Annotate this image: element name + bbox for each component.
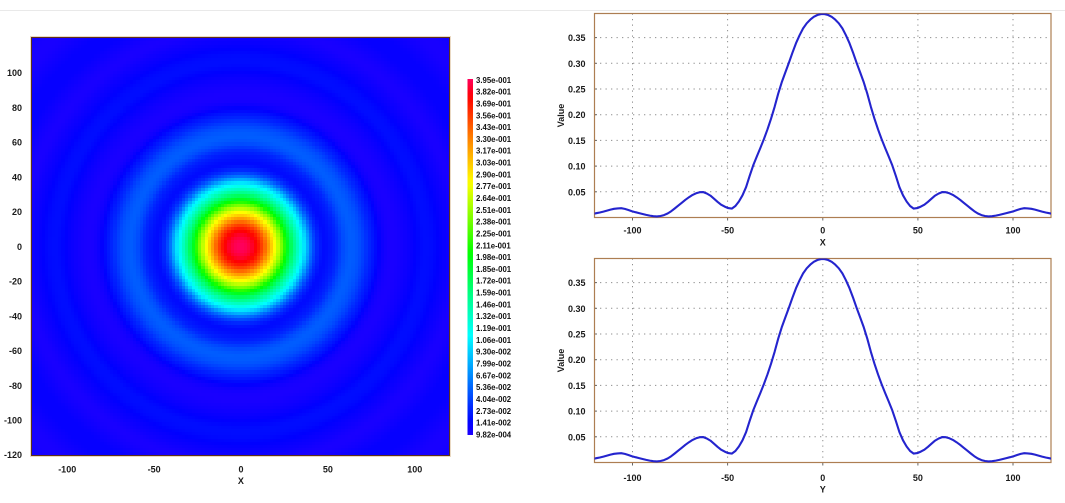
svg-text:40: 40 — [12, 172, 22, 182]
svg-text:0.20: 0.20 — [568, 110, 586, 120]
svg-text:0.30: 0.30 — [568, 304, 586, 314]
svg-text:1.19e-001: 1.19e-001 — [476, 324, 512, 333]
svg-text:0.05: 0.05 — [568, 432, 586, 442]
svg-text:3.56e-001: 3.56e-001 — [476, 111, 512, 120]
svg-text:0.15: 0.15 — [568, 381, 586, 391]
svg-text:-60: -60 — [9, 346, 22, 356]
svg-text:1.72e-001: 1.72e-001 — [476, 277, 512, 286]
svg-text:1.59e-001: 1.59e-001 — [476, 289, 512, 298]
svg-text:2.25e-001: 2.25e-001 — [476, 230, 512, 239]
svg-text:20: 20 — [12, 207, 22, 217]
svg-text:2.64e-001: 2.64e-001 — [476, 194, 512, 203]
svg-text:9.82e-004: 9.82e-004 — [476, 430, 512, 439]
svg-text:3.69e-001: 3.69e-001 — [476, 99, 512, 108]
svg-text:100: 100 — [7, 68, 22, 78]
svg-text:7.99e-002: 7.99e-002 — [476, 360, 512, 369]
svg-text:1.06e-001: 1.06e-001 — [476, 336, 512, 345]
svg-text:0.10: 0.10 — [568, 407, 586, 417]
svg-text:6.67e-002: 6.67e-002 — [476, 371, 512, 380]
svg-text:0.35: 0.35 — [568, 33, 586, 43]
svg-text:50: 50 — [913, 226, 923, 236]
svg-text:-120: -120 — [4, 450, 22, 460]
svg-text:5.36e-002: 5.36e-002 — [476, 383, 512, 392]
svg-text:1.46e-001: 1.46e-001 — [476, 300, 512, 309]
svg-text:2.38e-001: 2.38e-001 — [476, 218, 512, 227]
svg-text:0.15: 0.15 — [568, 136, 586, 146]
svg-text:2.77e-001: 2.77e-001 — [476, 182, 512, 191]
svg-text:3.03e-001: 3.03e-001 — [476, 159, 512, 168]
svg-text:3.82e-001: 3.82e-001 — [476, 88, 512, 97]
svg-text:X: X — [820, 238, 826, 248]
svg-text:-100: -100 — [623, 226, 641, 236]
svg-text:2.90e-001: 2.90e-001 — [476, 170, 512, 179]
svg-text:60: 60 — [12, 138, 22, 148]
svg-text:0.20: 0.20 — [568, 355, 586, 365]
svg-text:3.30e-001: 3.30e-001 — [476, 135, 512, 144]
svg-text:100: 100 — [1005, 226, 1020, 236]
svg-text:1.32e-001: 1.32e-001 — [476, 312, 512, 321]
svg-text:1.85e-001: 1.85e-001 — [476, 265, 512, 274]
svg-text:1.98e-001: 1.98e-001 — [476, 253, 512, 262]
svg-text:-100: -100 — [623, 473, 641, 483]
svg-text:0.30: 0.30 — [568, 59, 586, 69]
svg-text:2.51e-001: 2.51e-001 — [476, 206, 512, 215]
svg-text:9.30e-002: 9.30e-002 — [476, 348, 512, 357]
svg-text:Y: Y — [820, 485, 826, 495]
svg-text:-50: -50 — [148, 465, 161, 475]
svg-text:100: 100 — [1005, 473, 1020, 483]
svg-text:0.25: 0.25 — [568, 330, 586, 340]
svg-text:0.10: 0.10 — [568, 162, 586, 172]
svg-text:0.35: 0.35 — [568, 278, 586, 288]
svg-text:-100: -100 — [4, 416, 22, 426]
svg-text:0.05: 0.05 — [568, 187, 586, 197]
svg-text:-20: -20 — [9, 277, 22, 287]
svg-text:50: 50 — [913, 473, 923, 483]
svg-text:X: X — [238, 476, 244, 486]
svg-text:2.11e-001: 2.11e-001 — [476, 241, 511, 250]
svg-text:-100: -100 — [58, 465, 76, 475]
svg-text:-80: -80 — [9, 381, 22, 391]
svg-text:0: 0 — [17, 242, 22, 252]
svg-text:100: 100 — [407, 465, 422, 475]
svg-text:2.73e-002: 2.73e-002 — [476, 407, 512, 416]
svg-text:80: 80 — [12, 103, 22, 113]
svg-text:3.95e-001: 3.95e-001 — [476, 76, 512, 85]
svg-text:0.25: 0.25 — [568, 85, 586, 95]
svg-text:3.17e-001: 3.17e-001 — [476, 147, 512, 156]
svg-text:0: 0 — [820, 473, 825, 483]
svg-text:Value: Value — [556, 349, 566, 373]
svg-text:0: 0 — [820, 226, 825, 236]
svg-text:-50: -50 — [721, 473, 734, 483]
svg-text:3.43e-001: 3.43e-001 — [476, 123, 512, 132]
svg-text:50: 50 — [323, 465, 333, 475]
svg-text:-40: -40 — [9, 311, 22, 321]
svg-text:4.04e-002: 4.04e-002 — [476, 395, 512, 404]
svg-text:-50: -50 — [721, 226, 734, 236]
svg-text:0: 0 — [238, 465, 243, 475]
svg-text:Value: Value — [556, 104, 566, 128]
svg-text:1.41e-002: 1.41e-002 — [476, 419, 512, 428]
